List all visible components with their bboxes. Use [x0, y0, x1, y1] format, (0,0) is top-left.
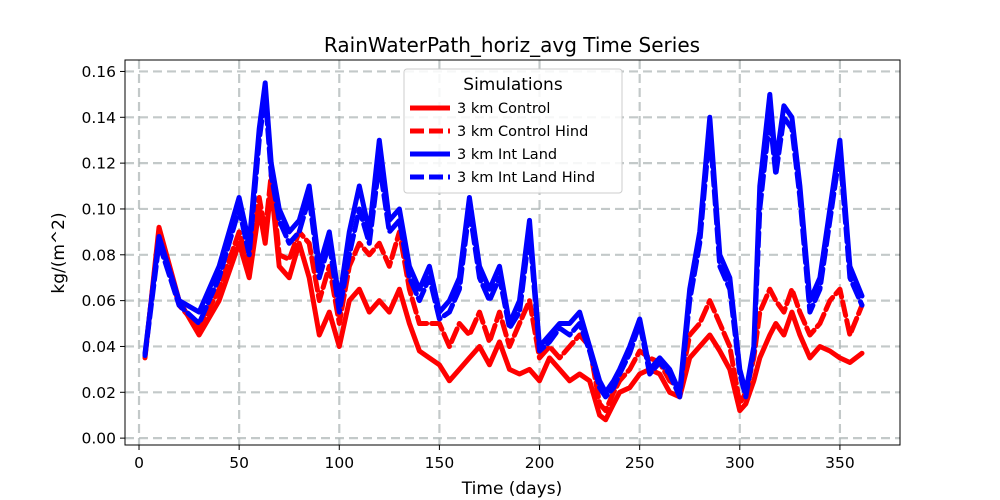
x-tick-label: 200: [525, 454, 555, 472]
series-lines: [142, 80, 865, 423]
x-tick-label: 150: [425, 454, 455, 472]
y-tick-label: 0.00: [81, 430, 116, 448]
y-tick-label: 0.06: [81, 292, 116, 310]
y-tick-label: 0.08: [81, 246, 116, 264]
x-tick-label: 100: [324, 454, 354, 472]
legend: Simulations 3 km Control 3 km Control Hi…: [403, 68, 623, 194]
y-axis-ticks: 0.00 0.02 0.04 0.06 0.08 0.10 0.12 0.14 0.16: [81, 63, 125, 448]
plot-area-frame: [124, 59, 901, 446]
x-axis-ticks: 0 50 100 150 200 250 300 350: [134, 445, 855, 472]
legend-label-int-land: 3 km Int Land: [457, 147, 557, 163]
legend-label-int-land-hind: 3 km Int Land Hind: [457, 170, 595, 186]
y-tick-label: 0.16: [81, 63, 116, 81]
y-tick-label: 0.02: [81, 384, 116, 402]
legend-box: [403, 68, 623, 194]
y-axis-label: kg/(m^2): [49, 212, 69, 293]
y-tick-label: 0.12: [81, 155, 116, 173]
legend-title: Simulations: [463, 75, 563, 95]
x-tick-label: 350: [825, 454, 855, 472]
chart-title: RainWaterPath_horiz_avg Time Series: [324, 33, 700, 57]
series-line-4: [142, 91, 865, 400]
y-tick-label: 0.04: [81, 338, 116, 356]
y-tick-label: 0.14: [81, 109, 116, 127]
x-tick-label: 300: [725, 454, 755, 472]
legend-label-control-hind: 3 km Control Hind: [457, 124, 588, 140]
y-tick-label: 0.10: [81, 200, 116, 218]
x-tick-label: 50: [229, 454, 249, 472]
x-tick-label: 0: [134, 454, 144, 472]
x-tick-label: 250: [625, 454, 655, 472]
series-line-1: [142, 183, 865, 423]
x-axis-label: Time (days): [461, 479, 562, 499]
legend-label-control: 3 km Control: [457, 101, 550, 117]
